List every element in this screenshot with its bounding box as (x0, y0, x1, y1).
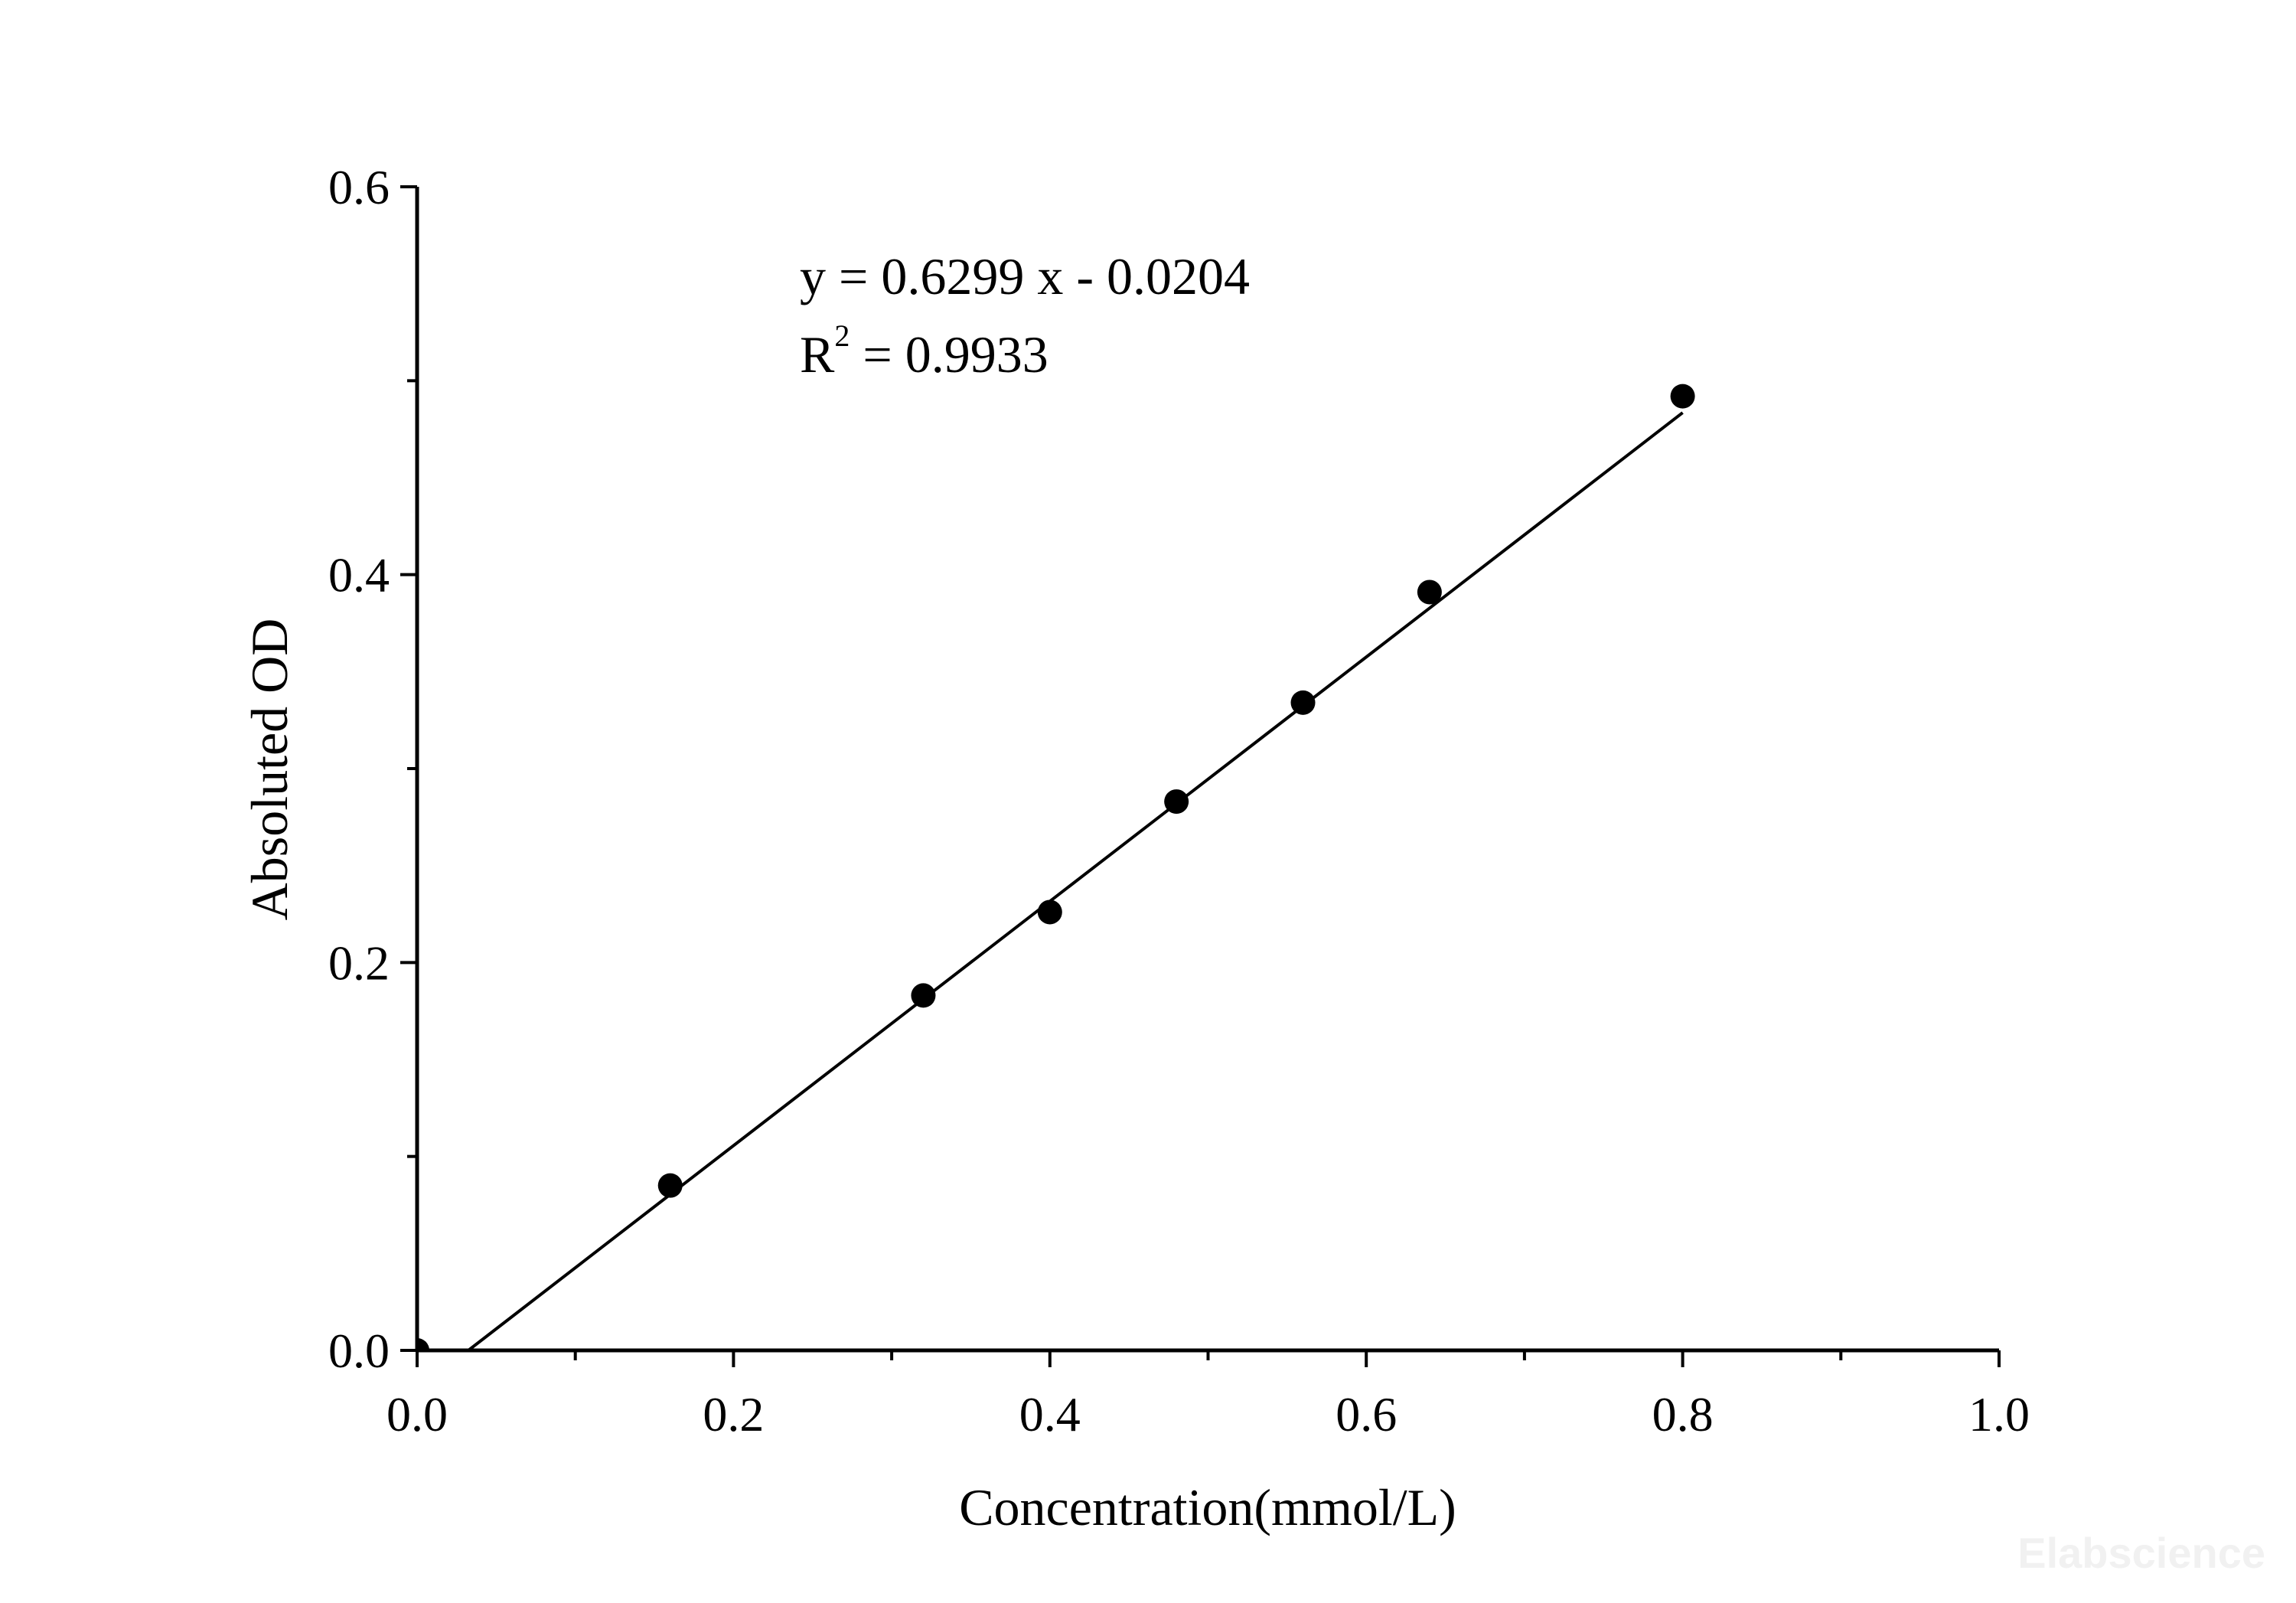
ticks (400, 185, 2001, 1367)
x-tick-label: 0.0 (386, 1387, 448, 1441)
y-tick-label: 0.0 (328, 1324, 390, 1378)
x-tick-label: 0.4 (1019, 1387, 1081, 1441)
tick-labels: 0.0 0.2 0.4 0.6 0.8 1.0 0.0 0.2 0.4 0.6 (328, 160, 2030, 1441)
axes (415, 187, 1999, 1353)
r-squared-value: = 0.9933 (850, 325, 1048, 384)
data-points (419, 384, 1695, 1349)
data-point (1037, 899, 1062, 925)
x-tick-label: 0.6 (1336, 1387, 1397, 1441)
y-axis-title: Absoluted OD (240, 619, 298, 921)
x-tick-label: 0.8 (1652, 1387, 1714, 1441)
x-tick-label: 1.0 (1968, 1387, 2030, 1441)
watermark-logo: Elabscience (2017, 1529, 2265, 1577)
data-point (1164, 789, 1189, 815)
x-axis-title: Concentration(mmol/L) (959, 1478, 1456, 1536)
fit-line (467, 411, 1684, 1352)
r-squared-superscript: 2 (834, 318, 850, 353)
r-squared-label: R (800, 325, 835, 384)
data-point (1290, 690, 1316, 715)
data-point (911, 983, 936, 1008)
fit-equation: y = 0.6299 x - 0.0204 (800, 247, 1250, 305)
data-point (419, 1338, 429, 1349)
data-point (1417, 579, 1442, 605)
y-tick-label: 0.2 (328, 935, 390, 990)
x-tick-label: 0.2 (703, 1387, 764, 1441)
y-tick-label: 0.6 (328, 160, 390, 214)
r-squared: R2 = 0.9933 (800, 318, 1049, 384)
fit-line-group (467, 411, 1684, 1352)
data-point (1670, 384, 1695, 409)
data-point (657, 1173, 683, 1198)
y-tick-label: 0.4 (328, 548, 390, 602)
